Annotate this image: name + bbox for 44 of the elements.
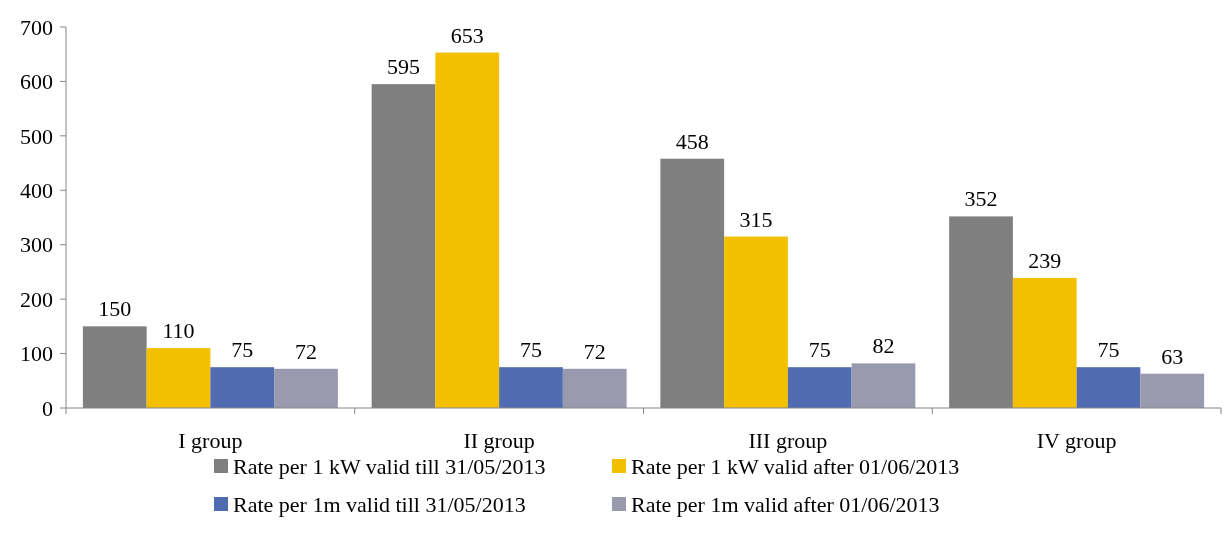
legend-label: Rate per 1m valid after 01/06/2013 [631,491,940,517]
data-label: 82 [872,333,895,359]
bar [1076,367,1141,408]
bar [851,363,916,408]
data-label: 352 [964,186,998,212]
x-tick-label: IV group [1036,428,1117,453]
bar [724,236,788,408]
data-label: 75 [808,337,831,363]
x-tick-label: III group [748,428,828,453]
data-label: 110 [162,318,195,344]
legend-label: Rate per 1m valid till 31/05/2013 [233,491,526,517]
y-tick-label: 500 [20,123,53,149]
data-label: 150 [98,296,132,322]
y-tick-label: 300 [20,232,53,258]
data-label: 239 [1028,247,1062,273]
bar [1012,277,1077,408]
bar [146,348,211,408]
y-tick-label: 200 [20,286,53,312]
data-label: 595 [387,54,421,80]
bar [274,368,338,408]
bar [499,367,563,408]
data-label: 75 [520,337,542,363]
data-label: 315 [739,206,773,232]
bar [210,367,275,408]
y-tick-label: 0 [42,395,53,421]
data-label: 653 [450,22,484,48]
legend-label: Rate per 1 kW valid after 01/06/2013 [631,453,960,479]
y-tick-label: 100 [20,341,53,367]
data-label: 63 [1161,343,1184,369]
x-tick-label: II group [463,428,535,453]
data-label: 72 [294,338,317,364]
y-tick-label: 700 [20,14,53,40]
y-tick-label: 400 [20,177,53,203]
bar [787,367,852,408]
bar [435,52,500,408]
y-tick-label: 600 [20,69,53,95]
data-label: 75 [231,337,254,363]
data-label: 75 [1097,337,1120,363]
data-label: 72 [583,338,606,364]
data-label: 458 [675,128,709,154]
x-tick-label: I group [178,428,243,453]
legend-label: Rate per 1 kW valid till 31/05/2013 [233,453,546,479]
bar [562,368,627,408]
bar [1140,373,1205,408]
